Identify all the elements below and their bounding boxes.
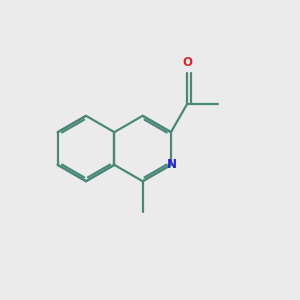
Text: N: N: [167, 158, 177, 171]
Text: O: O: [182, 56, 192, 69]
